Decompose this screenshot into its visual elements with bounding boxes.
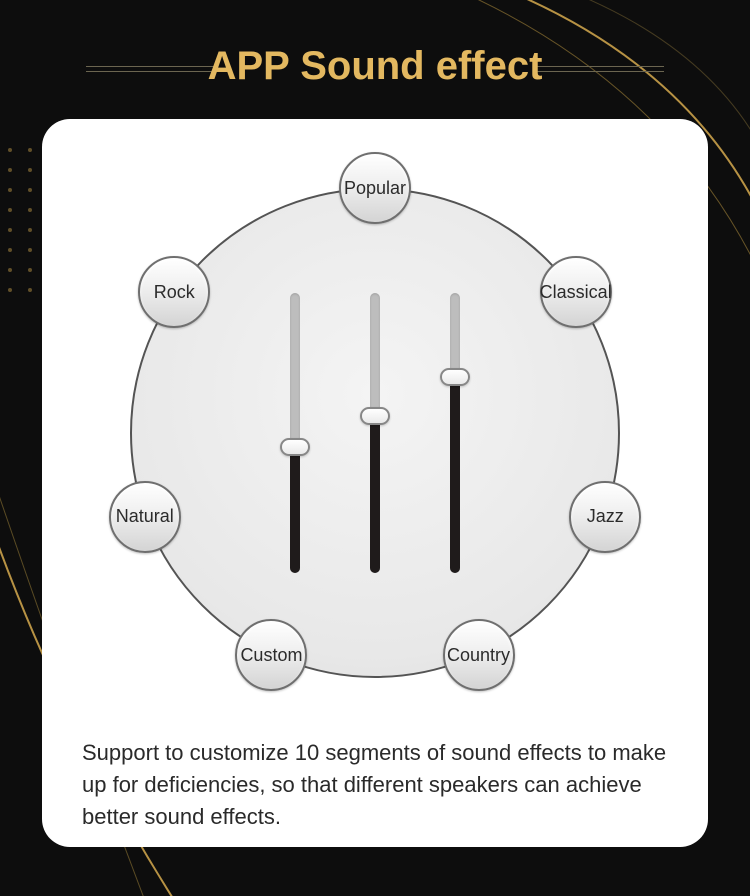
page-title: APP Sound effect [184, 44, 567, 89]
preset-classical[interactable]: Classical [540, 256, 612, 328]
title-section: APP Sound effect [0, 0, 750, 119]
preset-custom[interactable]: Custom [235, 619, 307, 691]
slider-fill-1 [290, 447, 300, 573]
preset-country[interactable]: Country [443, 619, 515, 691]
preset-natural[interactable]: Natural [109, 481, 181, 553]
slider-group [235, 293, 515, 573]
slider-fill-2 [370, 416, 380, 573]
preset-jazz[interactable]: Jazz [569, 481, 641, 553]
slider-fill-3 [450, 377, 460, 573]
description-text: Support to customize 10 segments of soun… [76, 737, 674, 833]
equalizer-dial: Popular Classical Jazz Country Custom Natural… [76, 153, 674, 713]
preset-popular[interactable]: Popular [339, 152, 411, 224]
main-card: Popular Classical Jazz Country Custom Natural… [42, 119, 708, 847]
slider-thumb-2[interactable] [360, 407, 390, 425]
slider-thumb-1[interactable] [280, 438, 310, 456]
slider-thumb-3[interactable] [440, 368, 470, 386]
